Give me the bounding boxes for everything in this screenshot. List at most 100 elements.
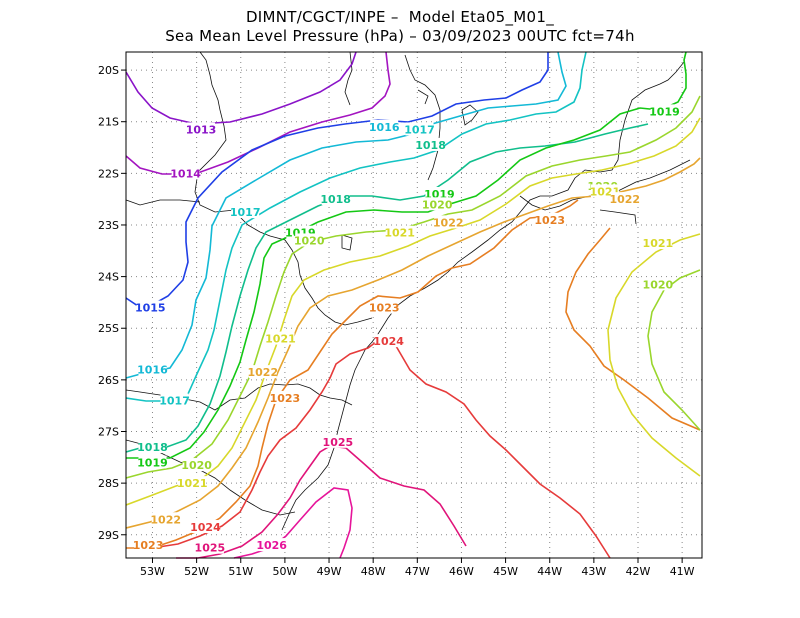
lat-tick-label: 25S — [98, 322, 119, 335]
isobar-1020b — [647, 269, 701, 431]
isobar-1022 — [125, 157, 701, 529]
contour-label: 1021 — [265, 333, 296, 346]
contour-label: 1020 — [294, 234, 325, 247]
isobar-1024 — [151, 334, 611, 559]
contour-label-bg — [257, 538, 286, 552]
chart-title-line2: Sea Mean Level Pressure (hPa) – 03/09/20… — [165, 27, 635, 45]
contour-label-bg — [138, 362, 167, 376]
contour-label-bg — [138, 439, 167, 453]
lon-tick-label: 49W — [317, 565, 342, 578]
contour-label-bg — [425, 186, 454, 200]
contour-label: 1024 — [373, 335, 404, 348]
contour-label: 1025 — [323, 436, 354, 449]
isobar-1021b — [607, 233, 701, 477]
contour-label-bg — [610, 192, 639, 206]
contour-label: 1016 — [137, 364, 168, 377]
lon-tick-label: 45W — [493, 565, 518, 578]
isobar-1021 — [125, 117, 701, 506]
contour-label-bg — [650, 104, 679, 118]
isobar-1015 — [125, 52, 549, 307]
contour-label-bg — [195, 540, 224, 554]
contour-label: 1016 — [369, 121, 400, 134]
contour-label-bg — [405, 122, 434, 136]
isobar-1014 — [125, 51, 391, 175]
lat-tick-label: 23S — [98, 219, 119, 232]
lon-tick-label: 48W — [361, 565, 386, 578]
isobars — [125, 51, 701, 559]
contour-label-bg — [370, 119, 399, 133]
isobar-1026 — [233, 487, 353, 559]
contour-labels: 1013 1014 1015 1016 1017 1018 1019 1020 1021 1022… — [133, 104, 680, 555]
isobar-1019 — [126, 51, 687, 459]
contour-label-bg — [323, 434, 352, 448]
isobar-1020 — [125, 95, 701, 479]
contour-label: 1024 — [190, 521, 221, 534]
lat-tick-label: 24S — [98, 271, 119, 284]
lat-tick-label: 27S — [98, 426, 119, 439]
contour-label-bg — [321, 192, 350, 206]
contour-label-bg — [248, 365, 277, 379]
contour-label-bg — [370, 300, 399, 314]
contour-label: 1018 — [415, 139, 446, 152]
contour-label-bg — [295, 233, 324, 247]
isobar-1025 — [176, 445, 467, 559]
contour-label: 1017 — [230, 206, 261, 219]
contour-label: 1013 — [186, 123, 217, 136]
contour-label-bg — [231, 205, 260, 219]
contour-label: 1022 — [433, 216, 464, 229]
lon-tick-label: 52W — [184, 565, 209, 578]
contour-label-bg — [434, 215, 463, 229]
contour-label: 1018 — [320, 193, 351, 206]
contour-label-bg — [374, 334, 403, 348]
lon-tick-label: 53W — [140, 565, 165, 578]
contour-label: 1020 — [422, 198, 453, 211]
contour-label: 1021 — [177, 477, 208, 490]
contour-label-bg — [171, 166, 200, 180]
isobar-1023 — [126, 199, 579, 549]
contour-label: 1022 — [609, 193, 640, 206]
lon-tick-label: 46W — [449, 565, 474, 578]
contour-label: 1023 — [369, 302, 400, 315]
isobar-1018 — [125, 123, 649, 453]
contour-label: 1015 — [135, 302, 166, 315]
lon-tick-label: 47W — [405, 565, 430, 578]
contour-label: 1019 — [649, 105, 680, 118]
contour-label: 1014 — [170, 167, 201, 180]
lat-tick-label: 20S — [98, 64, 119, 77]
contour-label-bg — [416, 137, 445, 151]
contour-label-bg — [385, 225, 414, 239]
contour-label: 1018 — [137, 441, 168, 454]
axis-ticks: 53W 52W 51W 50W 49W 48W 47W 46W 45W 44W 43W 42W 41W 2… — [98, 64, 695, 578]
lon-tick-label: 51W — [228, 565, 253, 578]
chart-title-line1: DIMNT/CGCT/INPE – Model Eta05_M01_ — [245, 8, 555, 26]
contour-label-bg — [151, 512, 180, 526]
lat-tick-label: 28S — [98, 477, 119, 490]
contour-label: 1017 — [404, 123, 435, 136]
contour-label-bg — [643, 236, 672, 250]
contour-label-bg — [191, 520, 220, 534]
contour-label: 1023 — [133, 539, 164, 552]
lon-tick-label: 44W — [537, 565, 562, 578]
contour-label: 1022 — [150, 513, 181, 526]
isobar-1013 — [125, 51, 357, 125]
contour-label-bg — [134, 538, 163, 552]
contour-label-bg — [178, 476, 207, 490]
map-frame — [125, 51, 703, 559]
lat-tick-label: 26S — [98, 374, 119, 387]
lat-tick-label: 21S — [98, 116, 119, 129]
contour-label-bg — [266, 331, 295, 345]
contour-label: 1021 — [643, 237, 674, 250]
lat-tick-label: 29S — [98, 529, 119, 542]
isobar-1023b — [565, 227, 701, 431]
contour-label: 1020 — [643, 278, 674, 291]
contour-label-bg — [182, 458, 211, 472]
isobar-1017 — [125, 51, 587, 402]
contour-label-bg — [270, 390, 299, 404]
contour-label: 1021 — [384, 227, 415, 240]
contour-label-bg — [187, 122, 216, 136]
contour-label: 1017 — [159, 395, 190, 408]
contour-label: 1023 — [270, 392, 301, 405]
contour-label: 1022 — [248, 366, 279, 379]
contour-label-bg — [643, 277, 672, 291]
